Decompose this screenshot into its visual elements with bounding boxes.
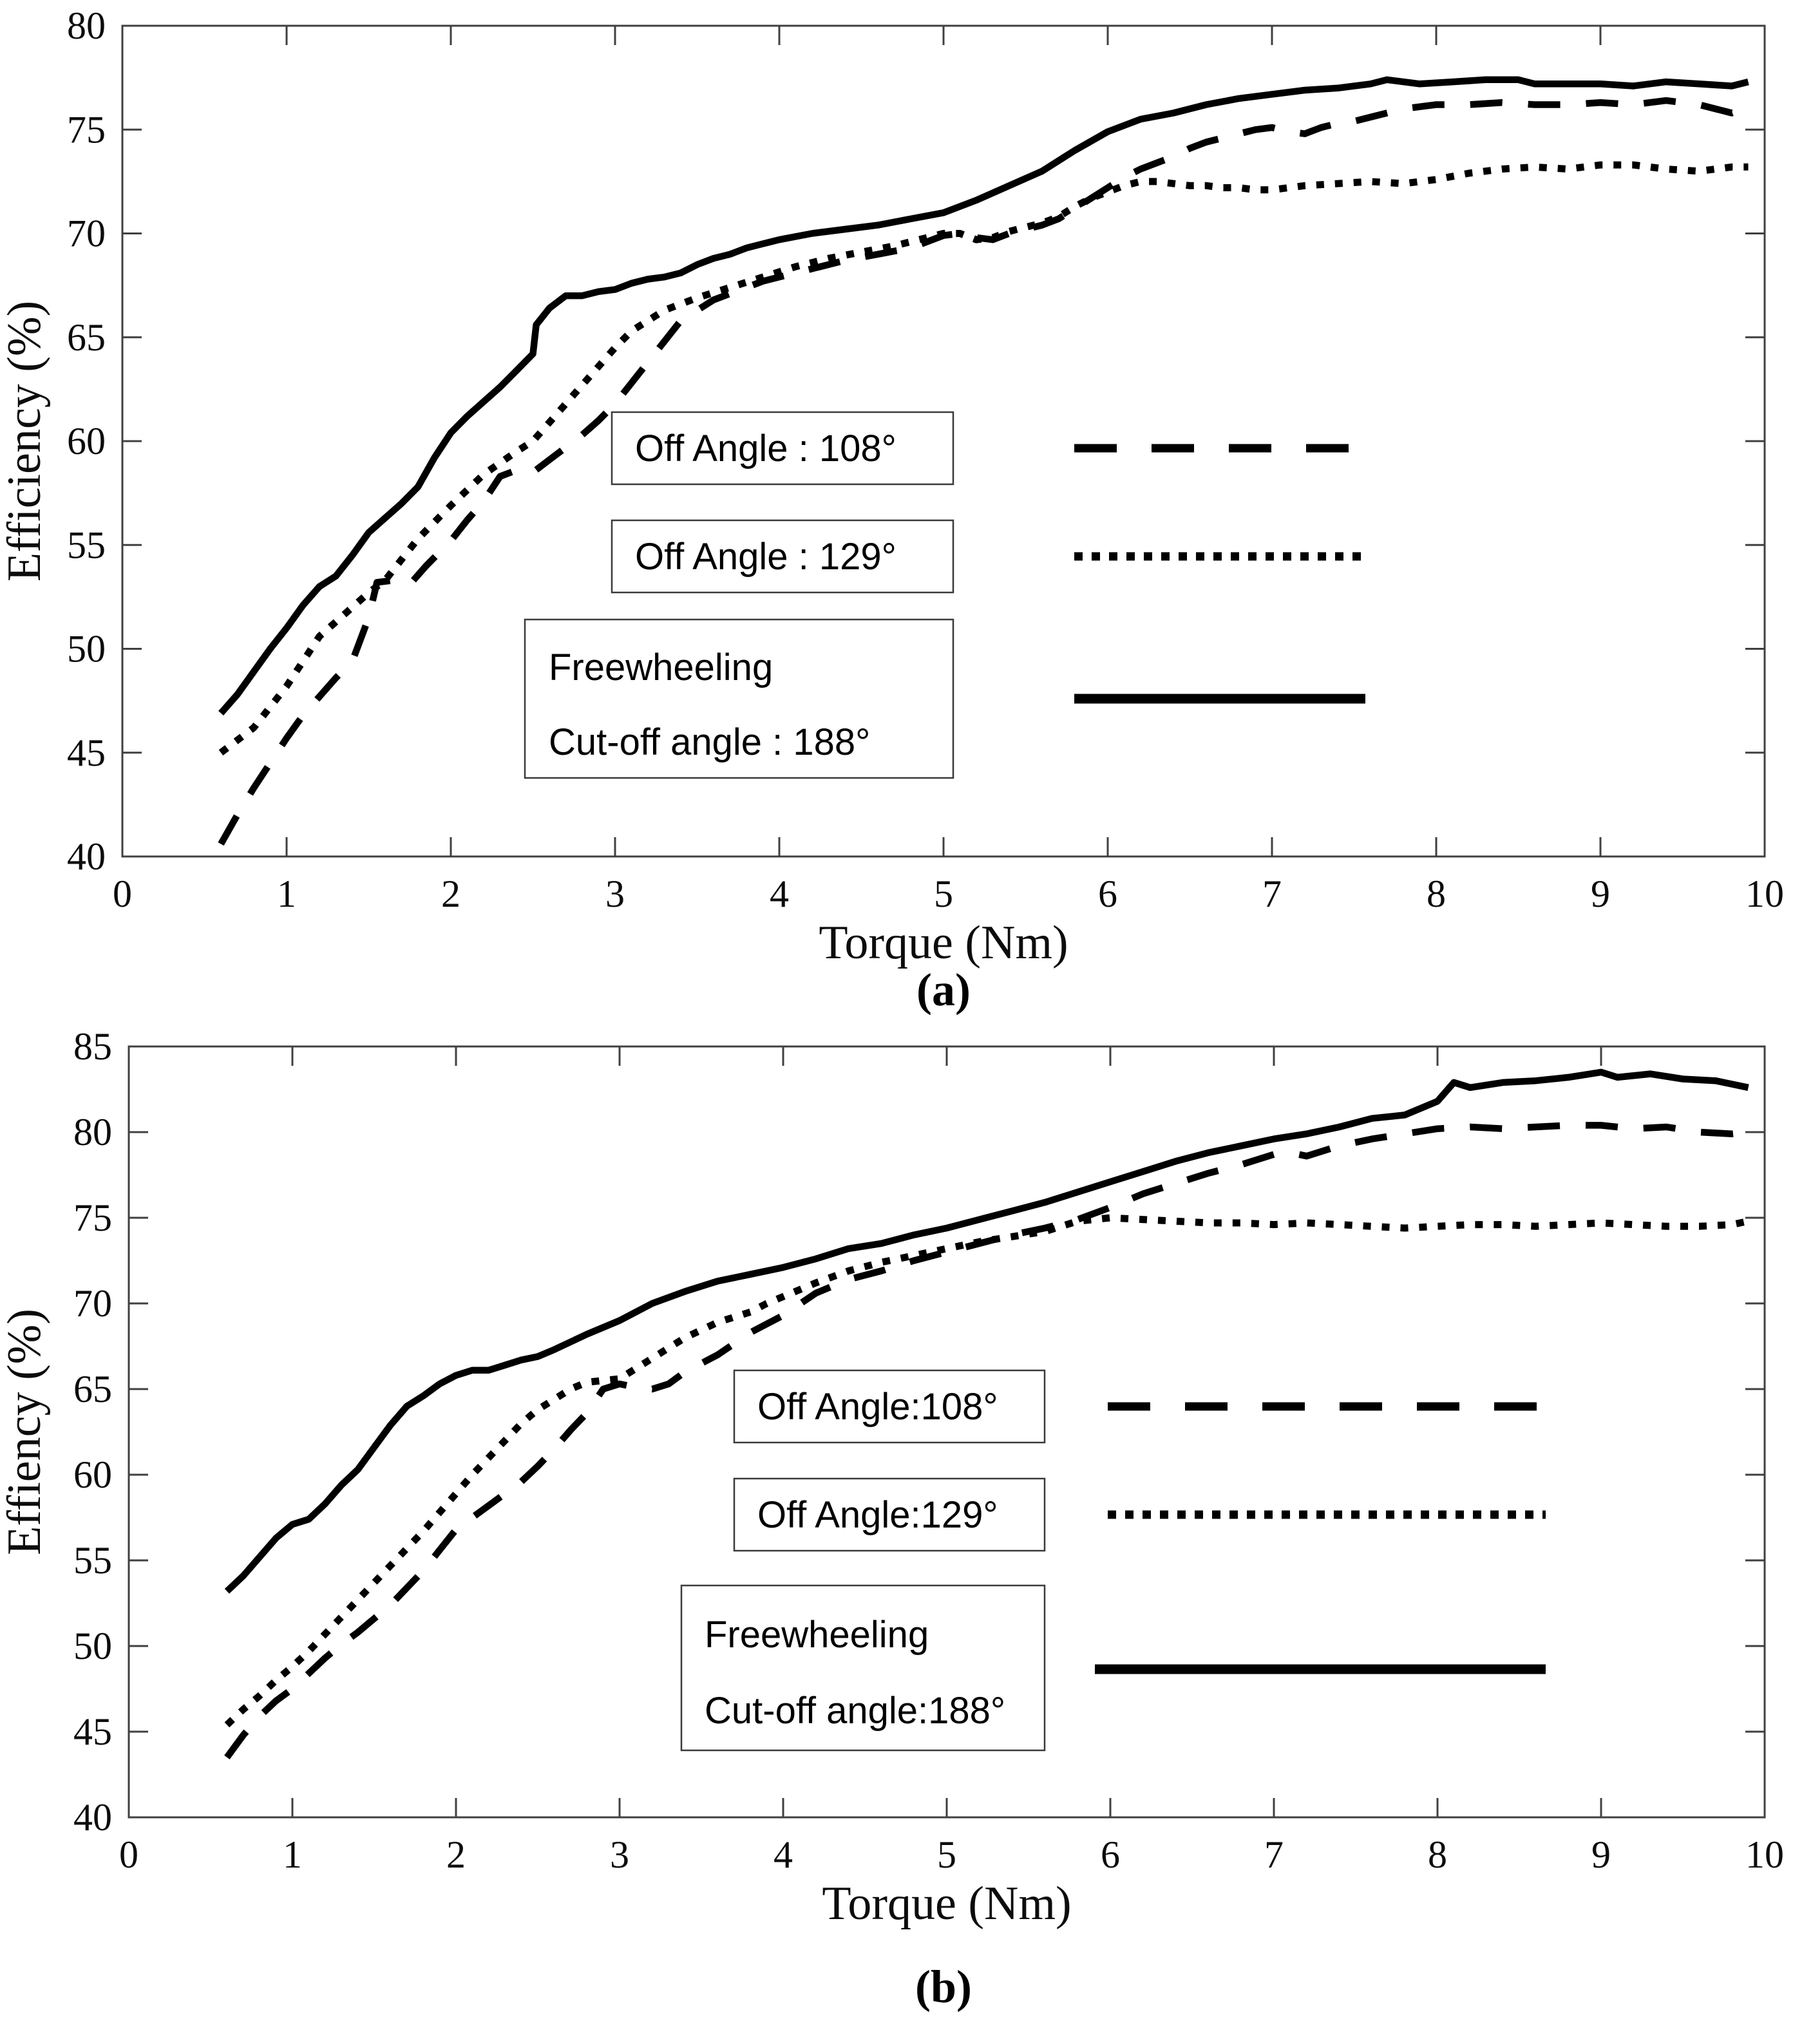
y-tick-label: 80 <box>67 5 106 47</box>
x-tick-label: 3 <box>610 1833 629 1876</box>
series-solid-line <box>224 1068 1749 1594</box>
series-solid-line <box>218 76 1749 715</box>
panel-a-label: (a) <box>916 964 971 1016</box>
y-tick-label: 65 <box>67 316 106 359</box>
legend-label: Off Angle:108° <box>757 1386 998 1428</box>
x-tick-label: 5 <box>937 1833 956 1876</box>
x-tick-label: 1 <box>277 873 296 915</box>
legend-box-solid <box>680 1584 1046 1752</box>
y-tick-label: 65 <box>73 1368 112 1410</box>
legend-box-dotted <box>611 519 954 594</box>
x-tick-label: 3 <box>605 873 625 915</box>
y-tick-label: 85 <box>73 1025 112 1068</box>
x-tick-label: 4 <box>773 1833 793 1876</box>
legend-label: Off Angle : 108° <box>635 428 896 469</box>
x-tick-label: 1 <box>283 1833 302 1876</box>
legend-box-dashed <box>733 1369 1046 1444</box>
x-tick-label: 2 <box>446 1833 466 1876</box>
y-tick-label: 70 <box>73 1282 112 1325</box>
series-dashed-line <box>224 1122 1749 1760</box>
x-tick-label: 8 <box>1428 1833 1447 1876</box>
y-tick-label: 70 <box>67 213 106 255</box>
x-tick-label: 0 <box>113 873 132 915</box>
x-tick-label: 9 <box>1591 1833 1611 1876</box>
y-tick-label: 60 <box>73 1453 112 1496</box>
legend-box-solid <box>524 618 954 779</box>
y-tick-label: 80 <box>73 1111 112 1153</box>
y-tick-label: 75 <box>67 108 106 151</box>
legend-box-dotted <box>733 1477 1046 1552</box>
x-tick-label: 10 <box>1745 873 1784 915</box>
legend-label: Freewheeling <box>705 1614 929 1656</box>
y-tick-label: 55 <box>73 1539 112 1582</box>
y-tick-label: 45 <box>73 1710 112 1753</box>
series-dashed-line <box>218 97 1750 846</box>
y-axis-label: Effiency (%) <box>0 1309 51 1555</box>
y-tick-label: 60 <box>67 420 106 462</box>
legend-label: Freewheeling <box>549 647 773 688</box>
x-axis-label: Torque (Nm) <box>819 916 1068 969</box>
legend-label: Off Angle:129° <box>757 1494 998 1536</box>
y-tick-label: 45 <box>67 732 106 774</box>
x-tick-label: 7 <box>1264 1833 1284 1876</box>
x-tick-label: 2 <box>441 873 460 915</box>
panel-b-label: (b) <box>915 1961 972 2012</box>
x-tick-label: 6 <box>1098 873 1117 915</box>
y-tick-label: 55 <box>67 524 106 566</box>
x-axis-label: Torque (Nm) <box>822 1877 1071 1930</box>
x-tick-label: 10 <box>1745 1833 1784 1876</box>
legend-label: Cut-off angle : 188° <box>549 721 870 763</box>
y-tick-label: 75 <box>73 1197 112 1239</box>
x-tick-label: 4 <box>770 873 789 915</box>
x-tick-label: 8 <box>1427 873 1446 915</box>
legend-label: Cut-off angle:188° <box>705 1690 1005 1732</box>
x-tick-label: 7 <box>1262 873 1282 915</box>
x-tick-label: 9 <box>1591 873 1610 915</box>
y-tick-label: 50 <box>73 1625 112 1667</box>
x-tick-label: 0 <box>119 1833 138 1876</box>
legend-box-dashed <box>611 411 954 486</box>
y-tick-label: 50 <box>67 628 106 670</box>
legend-label: Off Angle : 129° <box>635 536 896 578</box>
y-axis-label: Efficiency (%) <box>0 301 51 582</box>
y-tick-label: 40 <box>67 835 106 878</box>
y-tick-label: 40 <box>73 1796 112 1839</box>
x-tick-label: 5 <box>934 873 953 915</box>
x-tick-label: 6 <box>1101 1833 1120 1876</box>
